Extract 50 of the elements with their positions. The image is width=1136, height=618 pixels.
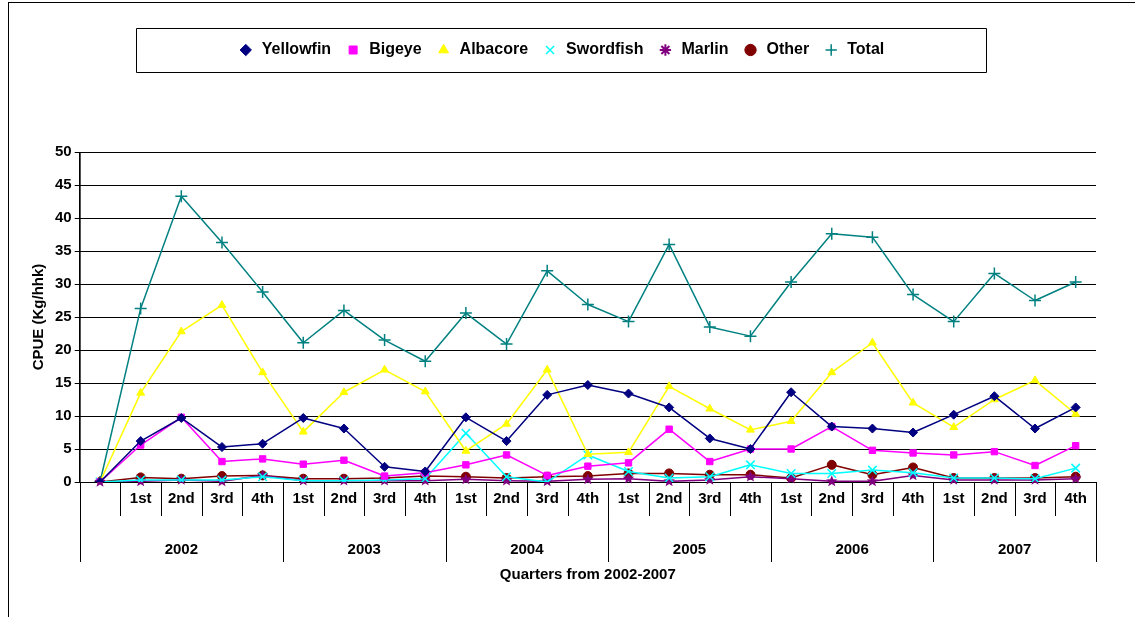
text: 2002: [164, 540, 198, 558]
legend-label: Marlin: [681, 40, 729, 58]
x-tick-label: 4th: [1064, 489, 1087, 507]
x-tick-label: 4th: [739, 489, 762, 507]
x-tick-label: 2nd: [655, 489, 683, 507]
x-tick-label: 3rd: [698, 489, 722, 507]
y-tick-label: 15: [55, 373, 72, 391]
legend-label: Yellowfin: [261, 40, 332, 58]
x-tick-label: 1st: [129, 489, 152, 507]
x-tick-label: 1st: [617, 489, 640, 507]
text: 2003: [347, 540, 381, 558]
text: 2007: [998, 540, 1032, 558]
text: 2005: [672, 540, 707, 558]
legend-label: Total: [847, 40, 885, 58]
x-tick-label: 2nd: [981, 489, 1008, 507]
x-tick-label: 2nd: [493, 489, 520, 507]
legend-label: Other: [766, 40, 810, 58]
y-tick-label: 30: [55, 274, 72, 292]
x-tick-label: 3rd: [372, 489, 397, 507]
x-tick-label: 1st: [942, 489, 965, 507]
x-tick-label: 2nd: [167, 489, 195, 507]
x-tick-label: 1st: [292, 489, 315, 507]
text: 2004: [510, 540, 545, 558]
x-tick-label: 2nd: [330, 489, 358, 507]
x-tick-label: 3rd: [1023, 489, 1047, 507]
y-tick-label: 0: [63, 472, 72, 490]
x-tick-label: 4th: [901, 489, 925, 507]
y-axis-title: CPUE (Kg/hhk): [29, 263, 47, 371]
x-tick-label: 2nd: [818, 489, 846, 507]
y-tick-label: 10: [55, 406, 72, 424]
x-tick-label: 3rd: [860, 489, 885, 507]
y-tick-label: 45: [55, 175, 72, 193]
y-tick-label: 35: [55, 241, 72, 259]
y-tick-label: 40: [55, 208, 72, 226]
y-tick-label: 20: [55, 340, 72, 358]
x-tick-label: 4th: [251, 489, 274, 507]
x-tick-label: 3rd: [535, 489, 559, 507]
text: 2006: [835, 540, 869, 558]
legend-label: Swordfish: [566, 40, 644, 58]
x-tick-label: 3rd: [210, 489, 234, 507]
x-axis-title: Quarters from 2002-2007: [499, 565, 676, 583]
x-tick-label: 4th: [576, 489, 600, 507]
y-tick-label: 50: [55, 142, 72, 160]
x-tick-label: 1st: [780, 489, 802, 507]
legend-label: Bigeye: [369, 40, 422, 58]
y-tick-label: 25: [55, 307, 72, 325]
x-tick-label: 4th: [413, 489, 437, 507]
legend-label: Albacore: [459, 40, 529, 58]
y-tick-label: 5: [63, 439, 72, 457]
x-tick-label: 1st: [455, 489, 477, 507]
